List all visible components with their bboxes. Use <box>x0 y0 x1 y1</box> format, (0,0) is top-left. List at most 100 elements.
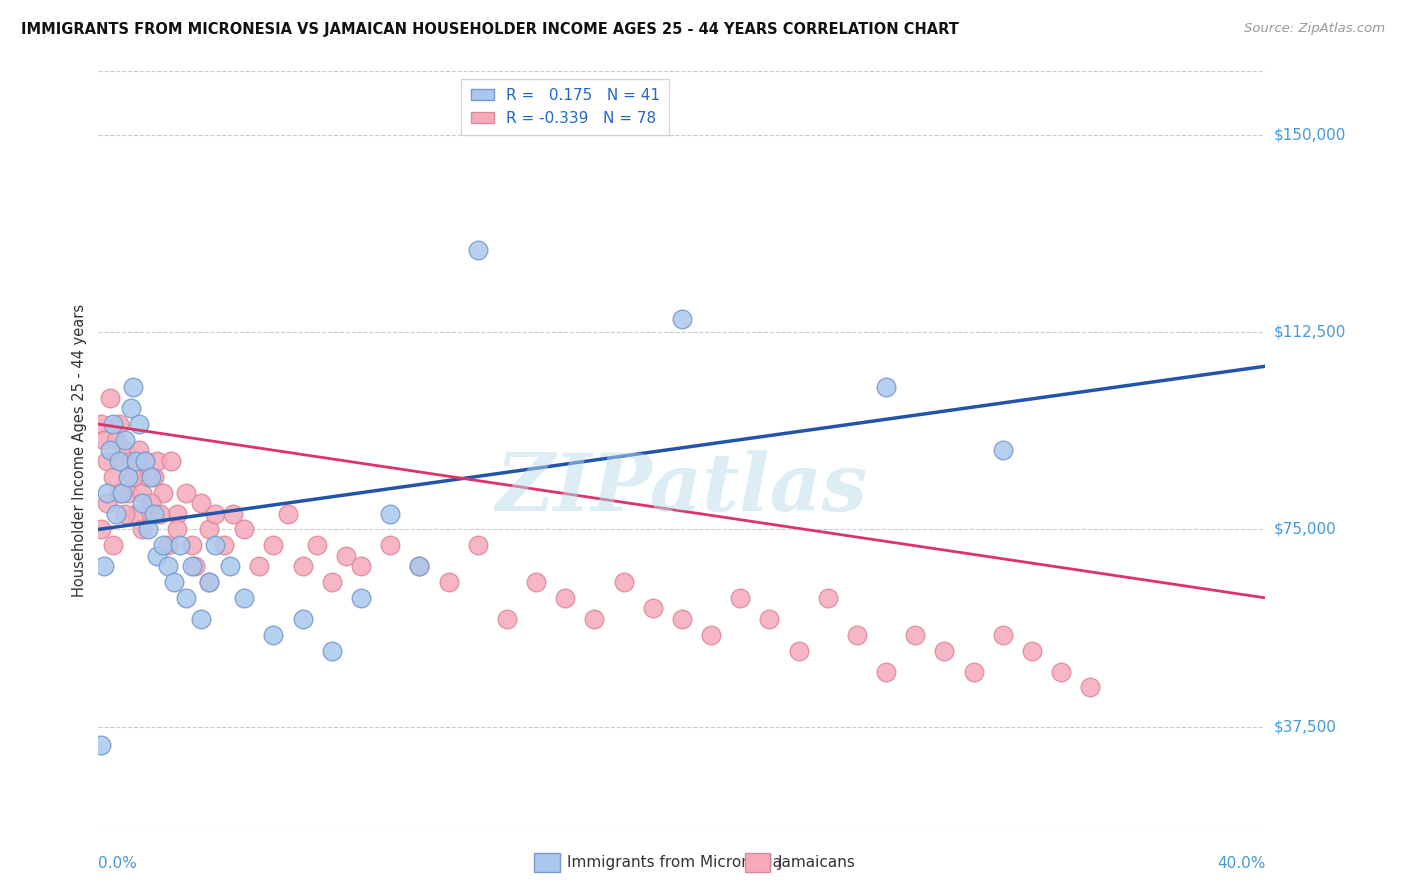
Point <box>612 575 634 590</box>
Point <box>136 470 159 484</box>
Point <box>380 538 402 552</box>
Point <box>190 612 212 626</box>
Point <box>583 612 606 626</box>
Point <box>183 559 205 574</box>
Point <box>149 507 172 521</box>
Point <box>125 454 148 468</box>
Point <box>131 496 153 510</box>
Point <box>198 523 221 537</box>
Point <box>146 454 169 468</box>
Point <box>291 612 314 626</box>
Point <box>142 507 165 521</box>
Point <box>350 591 373 605</box>
Point <box>671 612 693 626</box>
Point <box>524 575 547 590</box>
Point <box>139 470 162 484</box>
Point <box>934 643 956 657</box>
Point <box>554 591 576 605</box>
Point <box>111 454 134 468</box>
Point <box>104 433 127 447</box>
Point <box>218 559 240 574</box>
Point <box>96 496 118 510</box>
Point <box>125 507 148 521</box>
Point <box>101 470 124 484</box>
Point <box>163 575 186 590</box>
Text: Immigrants from Micronesia: Immigrants from Micronesia <box>567 855 782 870</box>
Point <box>247 559 270 574</box>
Point <box>114 507 136 521</box>
Point <box>350 559 373 574</box>
Point <box>817 591 839 605</box>
Point <box>169 538 191 552</box>
Point <box>174 485 197 500</box>
Point <box>117 485 139 500</box>
Text: IMMIGRANTS FROM MICRONESIA VS JAMAICAN HOUSEHOLDER INCOME AGES 25 - 44 YEARS COR: IMMIGRANTS FROM MICRONESIA VS JAMAICAN H… <box>21 22 959 37</box>
Point <box>122 380 145 394</box>
Point <box>108 454 131 468</box>
Point <box>875 380 897 394</box>
Point <box>730 591 752 605</box>
Point <box>160 454 183 468</box>
Point <box>117 470 139 484</box>
Point <box>104 507 127 521</box>
Point <box>758 612 780 626</box>
Point <box>190 496 212 510</box>
Point <box>846 628 869 642</box>
Point <box>380 507 402 521</box>
Point <box>114 443 136 458</box>
Point <box>111 485 134 500</box>
Point <box>122 470 145 484</box>
Point <box>131 485 153 500</box>
Point <box>321 575 343 590</box>
Point <box>134 454 156 468</box>
Point <box>321 643 343 657</box>
Legend: R =   0.175   N = 41, R = -0.339   N = 78: R = 0.175 N = 41, R = -0.339 N = 78 <box>461 79 669 135</box>
Point <box>204 538 226 552</box>
Point <box>671 311 693 326</box>
Point <box>101 538 124 552</box>
Point <box>277 507 299 521</box>
Point <box>875 665 897 679</box>
Point <box>787 643 810 657</box>
Point <box>98 391 121 405</box>
Point <box>101 417 124 431</box>
Point <box>904 628 927 642</box>
Point <box>128 417 150 431</box>
Point <box>98 443 121 458</box>
Text: 40.0%: 40.0% <box>1218 856 1265 871</box>
Point <box>233 523 256 537</box>
Point <box>134 454 156 468</box>
Point <box>108 417 131 431</box>
Point <box>152 538 174 552</box>
Point <box>180 538 202 552</box>
Point <box>335 549 357 563</box>
Point <box>93 433 115 447</box>
Text: 0.0%: 0.0% <box>98 856 138 871</box>
Point <box>641 601 664 615</box>
Point <box>291 559 314 574</box>
Y-axis label: Householder Income Ages 25 - 44 years: Householder Income Ages 25 - 44 years <box>72 304 87 597</box>
Point <box>157 538 180 552</box>
Text: Jamaicans: Jamaicans <box>778 855 855 870</box>
Point <box>262 538 284 552</box>
Point <box>307 538 329 552</box>
Point <box>221 507 243 521</box>
Point <box>93 559 115 574</box>
Point <box>180 559 202 574</box>
Point <box>991 628 1014 642</box>
Text: $150,000: $150,000 <box>1274 127 1346 142</box>
Point <box>1080 681 1102 695</box>
Point <box>90 417 112 431</box>
Text: $112,500: $112,500 <box>1274 325 1346 340</box>
Point <box>174 591 197 605</box>
Text: $75,000: $75,000 <box>1274 522 1337 537</box>
Point <box>166 523 188 537</box>
Point <box>128 443 150 458</box>
Point <box>139 507 162 521</box>
Point <box>467 538 489 552</box>
Point <box>157 559 180 574</box>
Point <box>700 628 723 642</box>
Point <box>142 470 165 484</box>
Point <box>90 739 112 753</box>
Point <box>136 523 159 537</box>
